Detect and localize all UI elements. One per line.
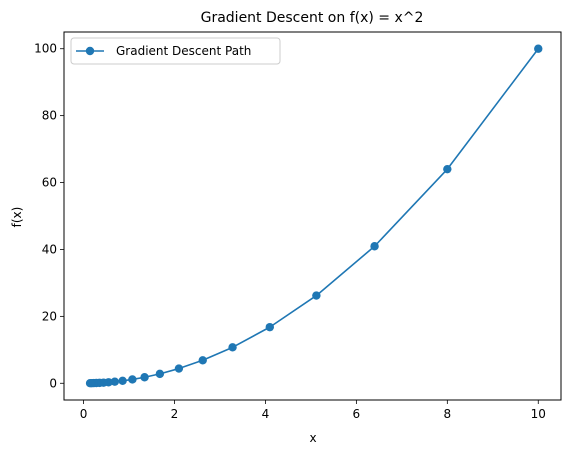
y-tick-label: 40 xyxy=(42,242,57,256)
data-point xyxy=(110,377,119,386)
y-axis-label: f(x) xyxy=(10,207,24,228)
data-point xyxy=(128,375,137,384)
data-point xyxy=(312,291,321,300)
y-tick-label: 100 xyxy=(34,42,57,56)
plot-frame xyxy=(63,31,562,401)
data-point xyxy=(198,356,207,365)
data-point xyxy=(118,376,127,385)
data-point xyxy=(140,373,149,382)
x-tick-label: 4 xyxy=(262,407,270,421)
x-axis-ticks: 0 2 4 6 8 10 xyxy=(80,400,546,421)
x-tick-label: 6 xyxy=(353,407,361,421)
data-point xyxy=(370,242,379,251)
x-tick-label: 8 xyxy=(444,407,452,421)
y-tick-label: 60 xyxy=(42,176,57,190)
data-point xyxy=(265,322,274,332)
y-tick-label: 80 xyxy=(42,109,57,123)
chart-title: Gradient Descent on f(x) = x^2 xyxy=(201,10,424,26)
x-tick-label: 0 xyxy=(80,407,88,421)
x-tick-label: 10 xyxy=(531,407,546,421)
y-axis-ticks: 0 20 40 60 80 100 xyxy=(34,42,64,390)
legend: Gradient Descent Path xyxy=(70,37,281,65)
legend-box xyxy=(70,37,281,65)
y-tick-label: 20 xyxy=(42,309,57,323)
data-point xyxy=(85,379,95,388)
plot-layer xyxy=(85,44,543,388)
legend-marker-swatch xyxy=(85,46,95,56)
x-tick-label: 2 xyxy=(171,407,179,421)
x-axis-label: x xyxy=(309,431,316,445)
data-point xyxy=(228,343,237,352)
legend-label: Gradient Descent Path xyxy=(116,44,251,58)
data-point xyxy=(443,164,452,174)
data-point xyxy=(174,364,184,373)
data-point xyxy=(155,369,165,379)
data-point xyxy=(534,44,543,53)
y-tick-label: 0 xyxy=(49,376,57,390)
